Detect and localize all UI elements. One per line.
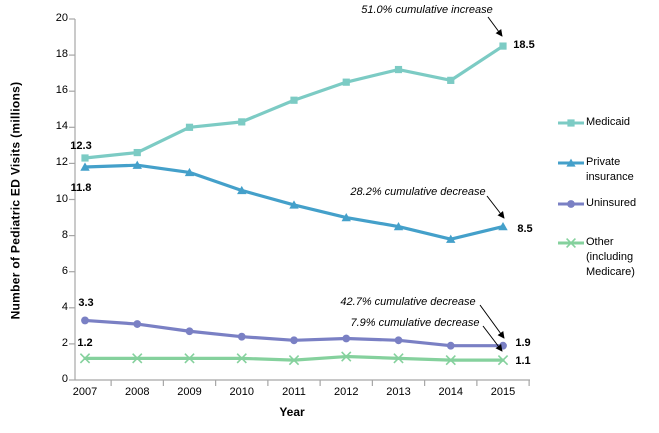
y-tick-label: 6 xyxy=(61,264,68,277)
triangle-marker xyxy=(341,212,351,222)
x-marker xyxy=(497,354,509,366)
legend-item-label: Uninsured xyxy=(586,197,637,209)
circle-marker xyxy=(342,334,351,343)
y-tick-label: 14 xyxy=(55,120,68,133)
square-marker xyxy=(447,76,455,84)
square-marker xyxy=(394,65,403,74)
circle-marker xyxy=(446,341,455,350)
legend-marker-icon xyxy=(558,238,584,248)
x-tick-label: 2007 xyxy=(72,386,98,398)
square-marker xyxy=(238,118,246,126)
circle-marker xyxy=(237,332,246,341)
x-tick-label: 2015 xyxy=(490,386,516,398)
y-tick-label: 2 xyxy=(61,336,68,349)
circle-marker xyxy=(394,336,403,345)
annotation-text: 51.0% cumulative increase xyxy=(361,4,493,16)
annotation-arrow xyxy=(487,16,503,37)
circle-marker xyxy=(185,327,194,336)
annotation-arrow xyxy=(479,304,505,339)
annotation-text: 28.2% cumulative decrease xyxy=(350,186,486,198)
annotation-arrow xyxy=(482,325,503,352)
x-tick-label: 2010 xyxy=(229,386,254,398)
x-marker xyxy=(445,354,456,366)
y-tick-label: 16 xyxy=(55,84,68,97)
square-marker xyxy=(133,148,141,157)
series-start-value-label: 1.2 xyxy=(77,337,93,349)
legend-item-label: Other (including Medicare) xyxy=(586,236,635,278)
legend-marker-icon xyxy=(558,158,584,167)
legend-item-private: Private insurance xyxy=(558,155,650,185)
legend-item-uninsured: Uninsured xyxy=(558,196,650,211)
triangle-marker xyxy=(393,221,404,231)
x-tick-label: 2009 xyxy=(177,386,202,398)
x-tick-label: 2011 xyxy=(282,386,306,398)
y-tick-label: 0 xyxy=(61,373,68,385)
series-end-value-label: 1.9 xyxy=(515,337,531,349)
x-marker xyxy=(132,353,143,364)
square-marker xyxy=(342,78,350,86)
y-tick-label: 18 xyxy=(55,48,68,61)
legend-marker-icon xyxy=(558,200,584,208)
annotation-text: 7.9% cumulative decrease xyxy=(350,317,480,329)
triangle-marker xyxy=(446,234,456,243)
annotation-arrow xyxy=(486,195,505,219)
circle-marker xyxy=(81,316,89,325)
square-marker xyxy=(290,96,298,104)
legend-item-label: Private insurance xyxy=(586,156,634,183)
series-end-value-label: 8.5 xyxy=(517,223,533,235)
y-tick-label: 10 xyxy=(55,192,68,205)
series-end-value-label: 1.1 xyxy=(515,355,531,367)
triangle-marker xyxy=(132,160,142,169)
triangle-marker xyxy=(289,200,299,209)
x-marker xyxy=(341,351,352,362)
x-marker xyxy=(79,353,91,364)
triangle-marker xyxy=(80,162,90,171)
series-end-value-label: 18.5 xyxy=(513,39,535,51)
y-tick-label: 8 xyxy=(61,228,68,241)
legend-item-label: Medicaid xyxy=(586,116,631,128)
series-start-value-label: 3.3 xyxy=(78,297,94,309)
y-tick-label: 4 xyxy=(61,300,68,313)
triangle-marker xyxy=(184,167,195,177)
circle-marker xyxy=(290,336,298,345)
series-start-value-label: 12.3 xyxy=(70,140,92,152)
x-axis-title: Year xyxy=(279,405,305,419)
square-marker xyxy=(499,42,507,50)
y-tick-label: 20 xyxy=(55,12,68,24)
x-marker xyxy=(393,353,404,364)
circle-marker xyxy=(133,320,142,328)
triangle-marker xyxy=(237,185,247,195)
x-tick-label: 2012 xyxy=(334,386,359,398)
series-start-value-label: 11.8 xyxy=(70,182,92,194)
x-tick-label: 2013 xyxy=(386,386,411,398)
legend-marker-icon xyxy=(558,119,584,127)
y-axis-title: Number of Pediatric ED Visits (millions) xyxy=(8,81,23,320)
legend-item-other: Other (including Medicare) xyxy=(558,235,650,280)
annotation-text: 42.7% cumulative decrease xyxy=(340,296,476,308)
x-marker xyxy=(288,354,300,366)
y-tick-label: 12 xyxy=(55,156,68,169)
x-tick-label: 2014 xyxy=(438,386,463,398)
x-tick-label: 2008 xyxy=(125,386,150,398)
x-marker xyxy=(236,353,247,364)
square-marker xyxy=(81,154,89,162)
square-marker xyxy=(185,123,194,131)
legend-item-medicaid: Medicaid xyxy=(558,115,650,130)
triangle-marker xyxy=(498,221,508,231)
x-marker xyxy=(184,353,195,364)
